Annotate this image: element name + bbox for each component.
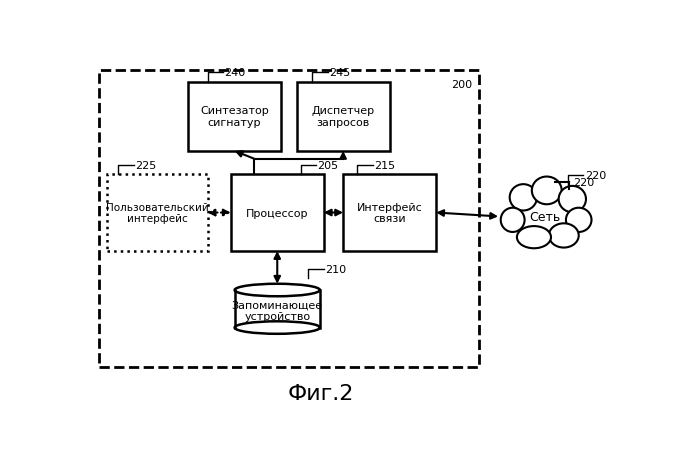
Ellipse shape bbox=[532, 177, 562, 205]
Bar bbox=[188, 82, 281, 151]
Text: 210: 210 bbox=[325, 264, 347, 274]
Bar bbox=[343, 175, 436, 251]
Ellipse shape bbox=[235, 322, 320, 334]
Text: 225: 225 bbox=[136, 161, 157, 170]
Text: 220: 220 bbox=[585, 170, 606, 181]
Text: 245: 245 bbox=[329, 68, 350, 78]
Text: Процессор: Процессор bbox=[246, 208, 308, 218]
Bar bbox=[296, 82, 389, 151]
Text: 205: 205 bbox=[317, 161, 339, 170]
Bar bbox=[231, 175, 324, 251]
Text: Синтезатор
сигнатур: Синтезатор сигнатур bbox=[200, 106, 269, 128]
Ellipse shape bbox=[517, 226, 551, 249]
Bar bbox=[235, 290, 320, 328]
Bar bbox=[107, 175, 208, 251]
Text: Пользовательский
интерфейс: Пользовательский интерфейс bbox=[106, 202, 208, 224]
Text: 200: 200 bbox=[452, 80, 473, 90]
Ellipse shape bbox=[500, 208, 524, 232]
Text: Запоминающее
устройство: Запоминающее устройство bbox=[231, 300, 323, 322]
Ellipse shape bbox=[510, 185, 537, 211]
Text: Интерфейс
связи: Интерфейс связи bbox=[356, 202, 422, 224]
Ellipse shape bbox=[566, 208, 591, 232]
Ellipse shape bbox=[559, 187, 586, 213]
Text: 220: 220 bbox=[573, 177, 594, 188]
Text: 215: 215 bbox=[374, 161, 395, 170]
Text: Сеть: Сеть bbox=[529, 210, 561, 223]
Ellipse shape bbox=[235, 284, 320, 297]
Bar bbox=[99, 71, 479, 367]
Text: Диспетчер
запросов: Диспетчер запросов bbox=[312, 106, 375, 128]
Ellipse shape bbox=[549, 224, 579, 248]
Text: 240: 240 bbox=[224, 68, 246, 78]
Text: Фиг.2: Фиг.2 bbox=[287, 384, 354, 404]
